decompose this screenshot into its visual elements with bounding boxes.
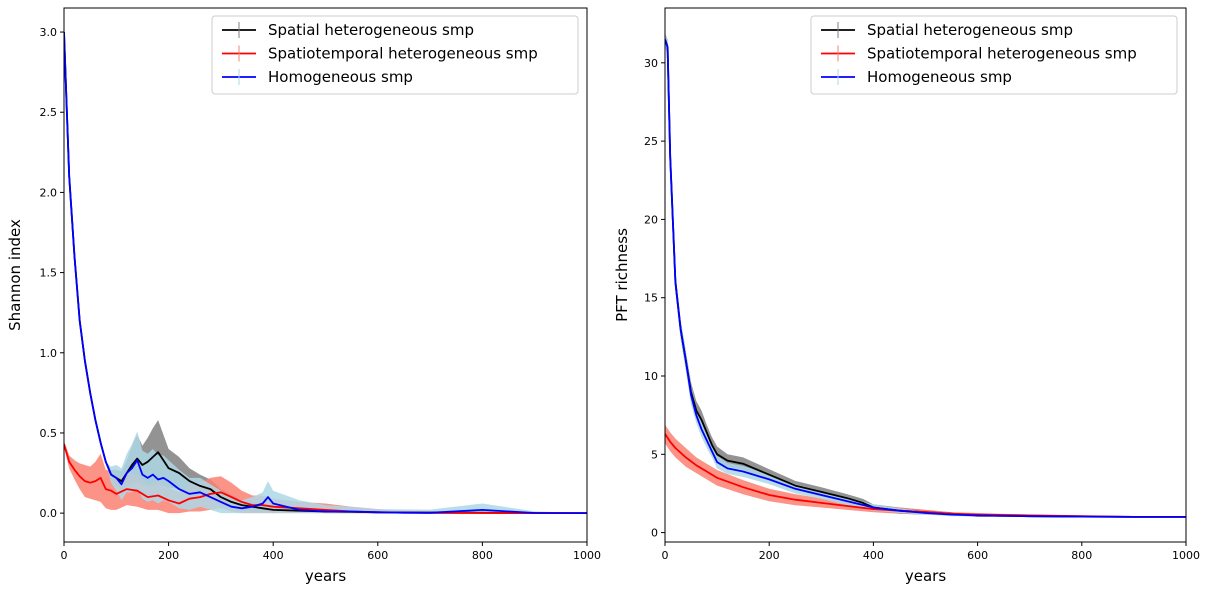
legend: Spatial heterogeneous smp Spatiotemporal … (810, 15, 1178, 95)
series-2-line (64, 32, 587, 514)
series-0-band (64, 32, 587, 514)
series-2-band (665, 33, 1186, 517)
x-tick-label: 600 (967, 549, 988, 562)
legend-frame (810, 15, 1178, 95)
x-tick-label: 800 (472, 549, 493, 562)
y-tick-label: 2.5 (40, 106, 58, 119)
y-tick-label: 1.0 (40, 347, 58, 360)
y-tick-label: 0 (651, 527, 658, 540)
x-tick-label: 800 (1071, 549, 1092, 562)
x-tick-label: 600 (367, 549, 388, 562)
pft-richness-panel: 0 200 400 600 800 1000 0 5 10 15 20 25 30 years PFT ri… (613, 7, 1200, 585)
x-tick-label: 400 (263, 549, 284, 562)
plot-frame (664, 7, 1187, 543)
x-tick-label: 200 (759, 549, 780, 562)
y-tick-label: 2.0 (40, 186, 58, 199)
y-tick-label: 0.0 (40, 507, 58, 520)
series-0-band (665, 33, 1186, 518)
legend-label: Homogeneous smp (268, 68, 413, 86)
y-tick-label: 3.0 (40, 26, 58, 39)
y-axis-title: Shannon index (6, 219, 24, 331)
plot-area (64, 32, 587, 514)
legend: Spatial heterogeneous smp Spatiotemporal … (211, 15, 579, 95)
x-tick-label: 0 (61, 549, 68, 562)
x-tick-label: 400 (863, 549, 884, 562)
shannon-index-panel: 0 200 400 600 800 1000 0.0 0.5 1.0 1.5 2.0 2.5 3.0 ye… (6, 7, 601, 585)
plot-frame (63, 7, 588, 543)
x-axis-title: years (305, 567, 346, 585)
y-tick-label: 25 (644, 135, 658, 148)
legend-label: Homogeneous smp (867, 68, 1012, 86)
legend-label: Spatiotemporal heterogeneous smp (268, 45, 538, 63)
y-axis-title: PFT richness (613, 228, 631, 322)
y-tick-label: 30 (644, 57, 658, 70)
series-2-line (665, 39, 1186, 518)
y-tick-label: 5 (651, 448, 658, 461)
plot-area (665, 33, 1186, 518)
legend-label: Spatial heterogeneous smp (268, 21, 474, 39)
y-tick-label: 10 (644, 370, 658, 383)
y-tick-label: 15 (644, 292, 658, 305)
x-tick-label: 1000 (573, 549, 601, 562)
legend-label: Spatial heterogeneous smp (867, 21, 1073, 39)
y-tick-label: 20 (644, 213, 658, 226)
legend-frame (211, 15, 579, 95)
x-tick-label: 0 (662, 549, 669, 562)
legend-label: Spatiotemporal heterogeneous smp (867, 45, 1137, 63)
series-0-line (665, 39, 1186, 518)
y-tick-label: 0.5 (40, 427, 58, 440)
series-2-band (64, 32, 587, 514)
y-tick-label: 1.5 (40, 267, 58, 280)
x-axis-title: years (905, 567, 946, 585)
series-0-line (64, 32, 587, 514)
x-tick-label: 200 (158, 549, 179, 562)
x-tick-label: 1000 (1172, 549, 1200, 562)
